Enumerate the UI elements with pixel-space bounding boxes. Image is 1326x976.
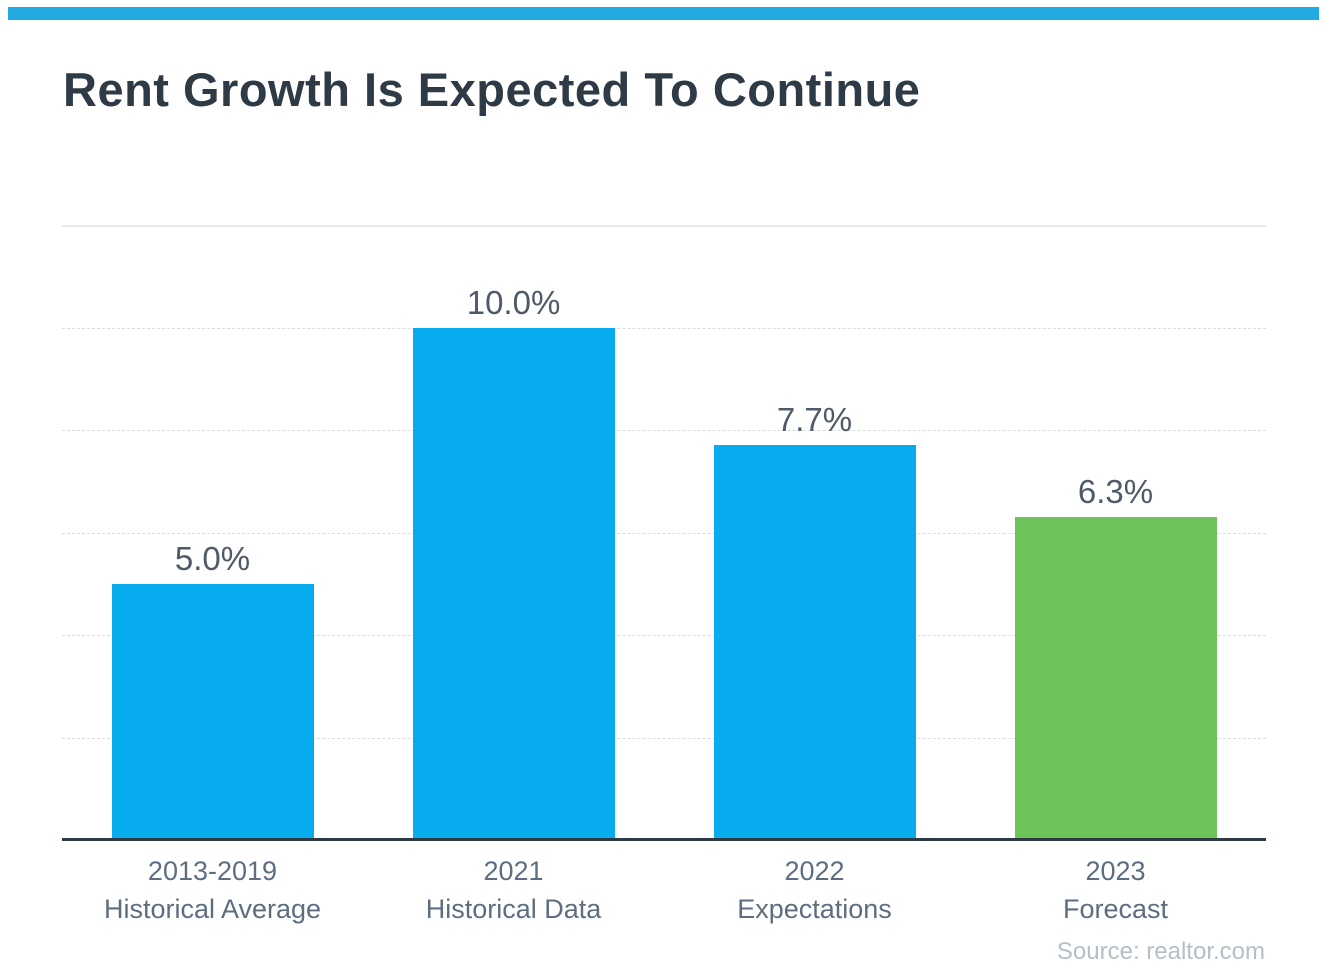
- gridline-4pct: [62, 635, 1266, 636]
- category-label-2021-historical-data: 2021 Historical Data: [426, 852, 602, 928]
- bar-2021-historical-data: [412, 327, 615, 840]
- category-label-line1: 2023: [1085, 856, 1146, 886]
- category-label-2023-forecast: 2023 Forecast: [1063, 852, 1168, 928]
- category-label-2022-expectations: 2022 Expectations: [737, 852, 892, 928]
- value-label-2023-forecast: 6.3%: [1077, 473, 1154, 511]
- plot-area: 5.0% 10.0% 7.7% 6.3%: [62, 225, 1266, 840]
- bar-chart: 5.0% 10.0% 7.7% 6.3% 2013-2019 Historical Av…: [62, 225, 1266, 924]
- category-label-line2: Forecast: [1062, 894, 1169, 924]
- x-axis-labels: 2013-2019 Historical Average 2021 Historica…: [62, 852, 1266, 942]
- bar-2023-forecast: [1014, 517, 1217, 840]
- gridline-8pct: [62, 430, 1266, 431]
- category-label-line1: 2022: [784, 856, 845, 886]
- gridline-6pct: [62, 532, 1266, 534]
- category-label-line2: Historical Data: [425, 894, 602, 924]
- category-label-line2: Expectations: [737, 894, 892, 924]
- category-label-line1: 2021: [483, 856, 544, 886]
- x-axis-line: [62, 838, 1266, 841]
- value-label-2013-2019-historical-average: 5.0%: [174, 539, 251, 577]
- category-label-line1: 2013-2019: [147, 856, 278, 886]
- bar-2013-2019-historical-average: [111, 583, 314, 840]
- accent-stripe: [8, 7, 1319, 20]
- chart-title: Rent Growth Is Expected To Continue: [63, 63, 921, 116]
- gridline-10pct: [62, 327, 1266, 329]
- category-label-line2: Historical Average: [103, 894, 322, 924]
- value-label-2022-expectations: 7.7%: [776, 401, 853, 439]
- category-label-2013-2019-historical-average: 2013-2019 Historical Average: [104, 852, 321, 928]
- gridline-12pct: [62, 225, 1266, 227]
- bar-2022-expectations: [713, 445, 916, 840]
- gridline-2pct: [62, 737, 1266, 739]
- source-credit: Source: realtor.com: [1056, 938, 1265, 965]
- value-label-2021-historical-data: 10.0%: [466, 283, 561, 321]
